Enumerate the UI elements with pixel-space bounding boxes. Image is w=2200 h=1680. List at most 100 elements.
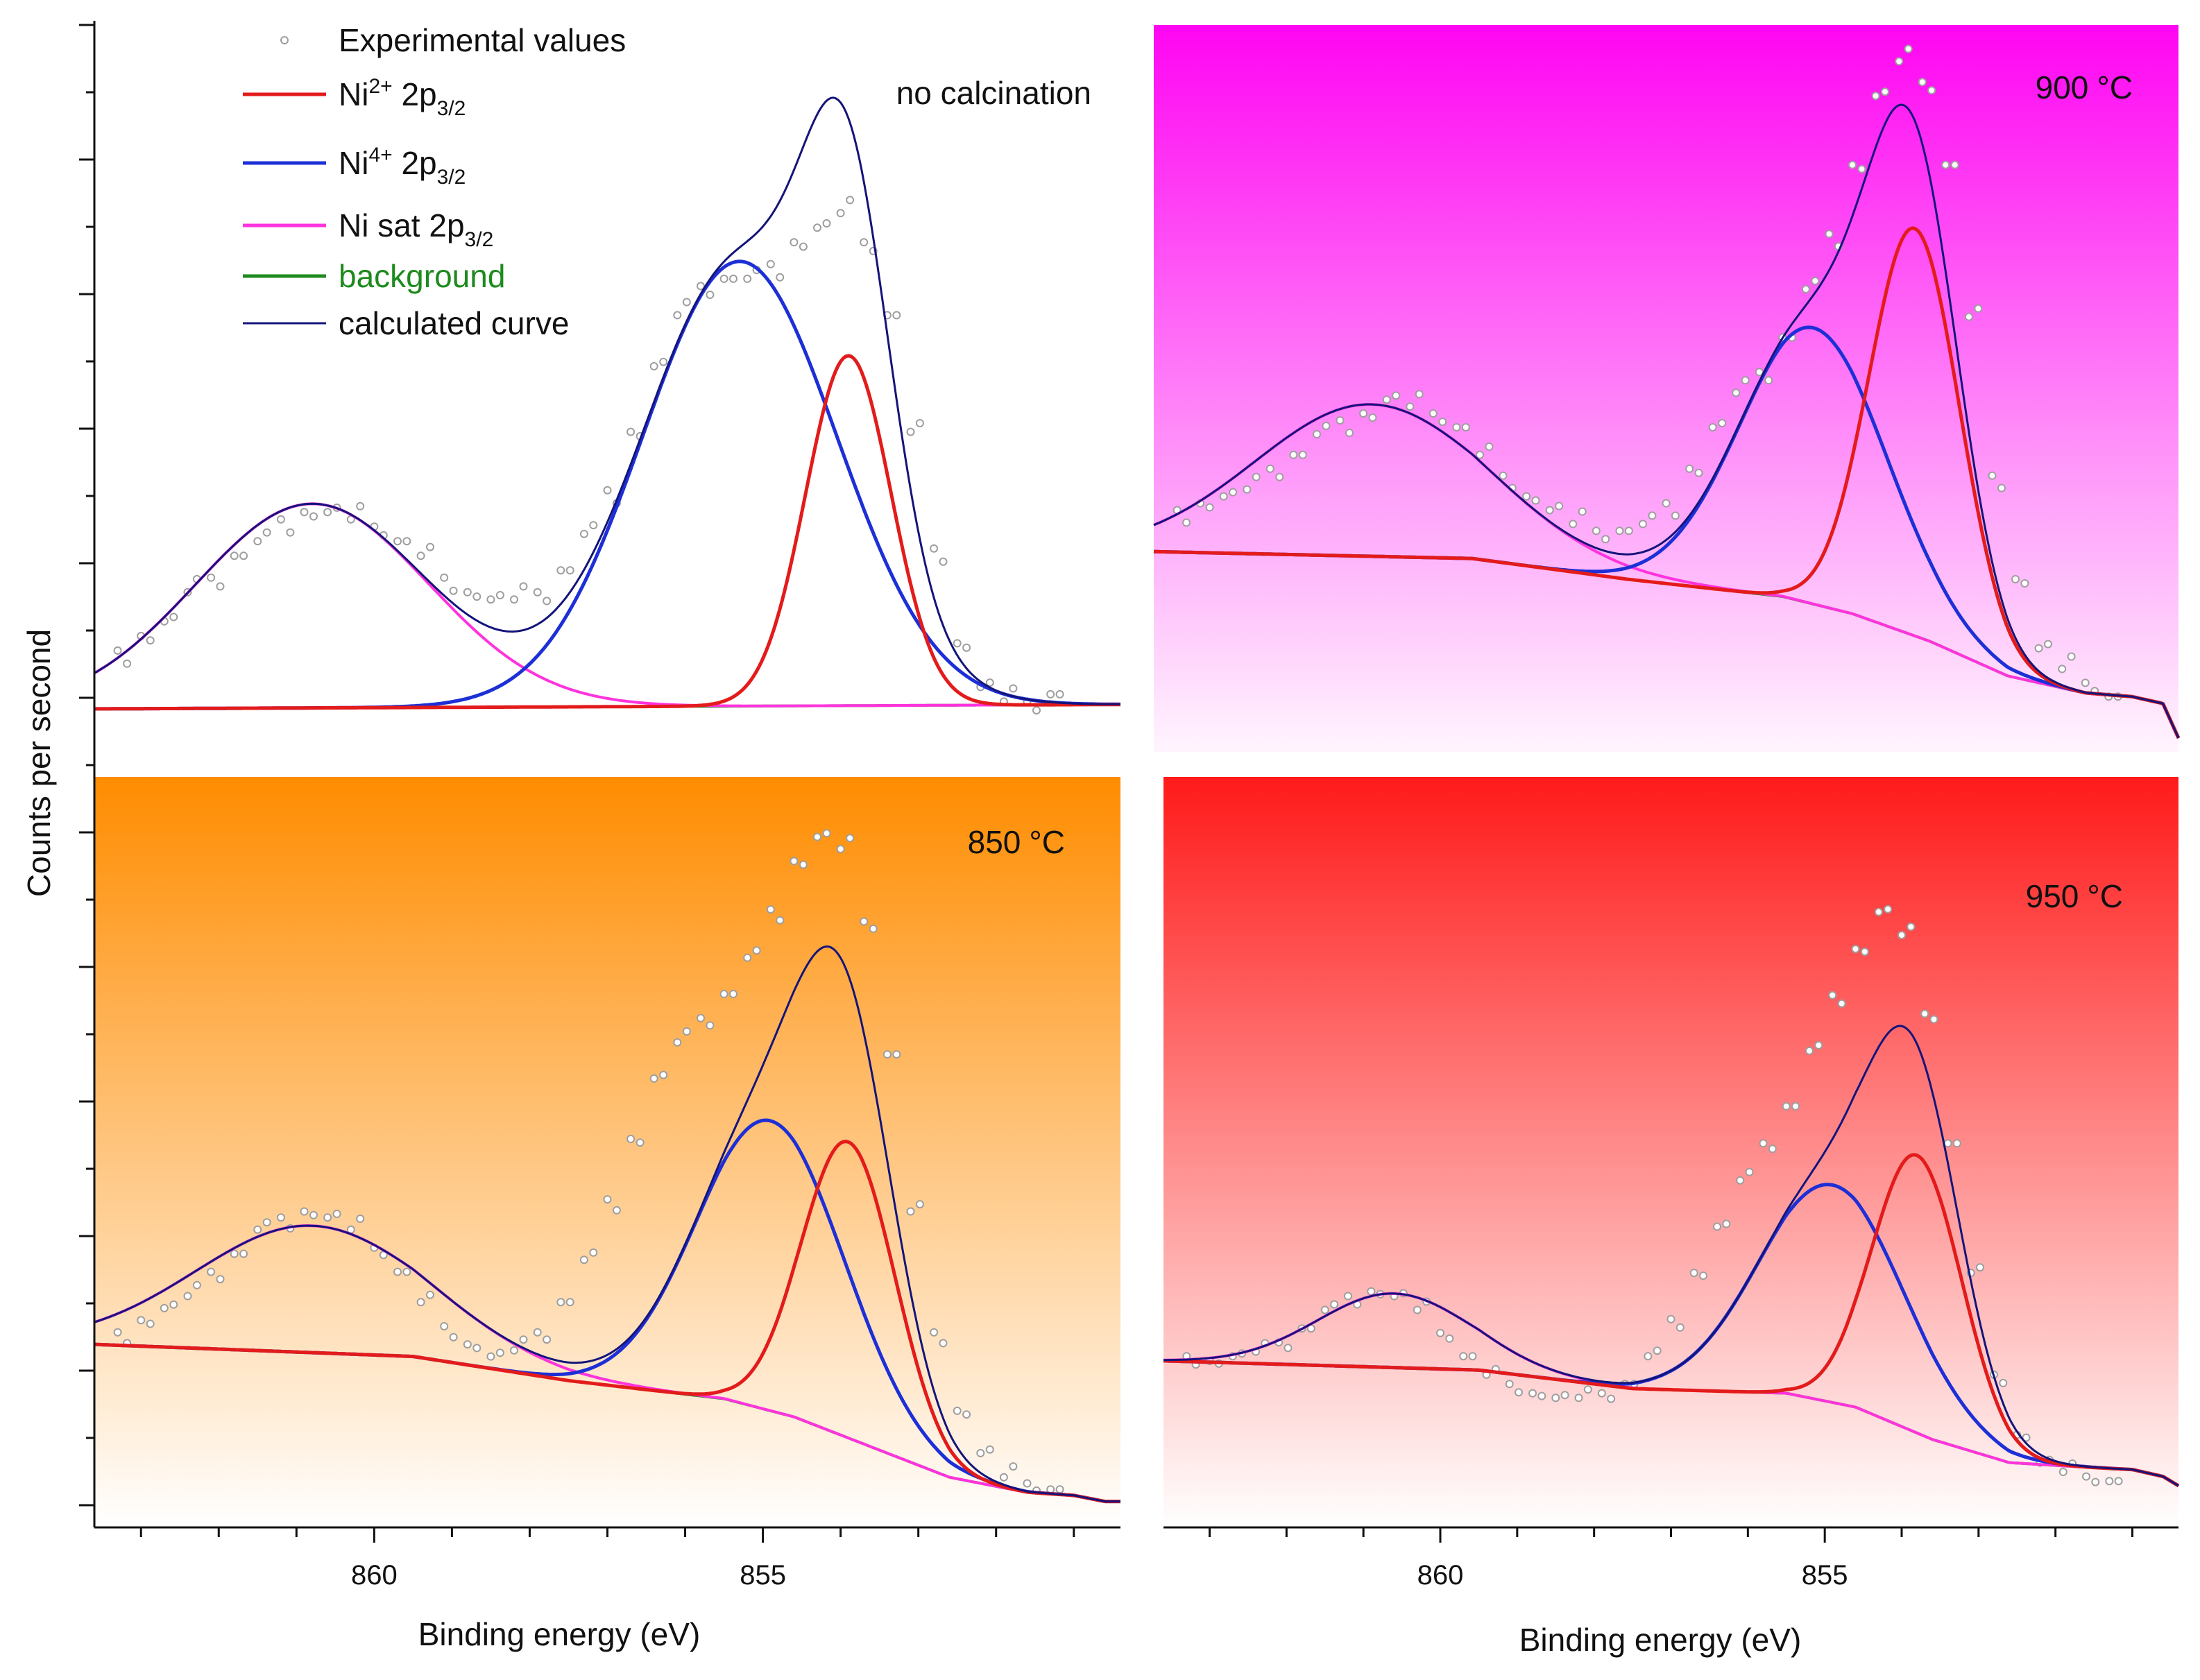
experimental-point bbox=[1782, 1102, 1791, 1111]
experimental-point bbox=[113, 646, 122, 655]
panel-3: 850 °C bbox=[94, 777, 1120, 1527]
experimental-point bbox=[719, 274, 728, 283]
experimental-point bbox=[939, 1339, 948, 1348]
legend-entry-bg: background bbox=[243, 258, 505, 294]
experimental-point bbox=[1745, 1167, 1754, 1176]
x-tick-label: 855 bbox=[740, 1560, 786, 1591]
experimental-point bbox=[906, 1207, 915, 1216]
experimental-point bbox=[1537, 1391, 1546, 1400]
experimental-point bbox=[276, 1213, 285, 1222]
experimental-point bbox=[1718, 419, 1727, 427]
experimental-point bbox=[915, 419, 924, 427]
experimental-point bbox=[2020, 579, 2029, 588]
experimental-point bbox=[1805, 1046, 1814, 1055]
experimental-point bbox=[962, 643, 971, 652]
experimental-point bbox=[1392, 391, 1401, 400]
x-tick-label: 860 bbox=[1417, 1560, 1464, 1591]
experimental-point bbox=[309, 512, 318, 521]
experimental-point bbox=[649, 362, 658, 370]
experimental-point bbox=[510, 595, 518, 604]
experimental-point bbox=[1814, 1040, 1823, 1049]
experimental-point bbox=[1644, 1352, 1653, 1361]
legend-label: Ni4+ 2p3/2 bbox=[339, 144, 466, 189]
experimental-point bbox=[579, 1255, 588, 1265]
experimental-point bbox=[659, 357, 668, 366]
experimental-point bbox=[2058, 1468, 2067, 1476]
experimental-point bbox=[1791, 1102, 1800, 1111]
legend-marker bbox=[280, 36, 289, 44]
experimental-point bbox=[882, 1050, 892, 1059]
x-axis-title-right: Binding energy (eV) bbox=[1519, 1622, 1802, 1658]
experimental-point bbox=[207, 573, 216, 582]
experimental-point bbox=[1367, 1287, 1376, 1296]
experimental-point bbox=[860, 238, 869, 247]
legend-label: Experimental values bbox=[339, 22, 626, 58]
experimental-point bbox=[1023, 1479, 1032, 1488]
experimental-point bbox=[565, 1298, 574, 1307]
experimental-point bbox=[1638, 520, 1647, 529]
experimental-point bbox=[589, 521, 598, 530]
series-ni2-line bbox=[1163, 1153, 2180, 1488]
experimental-point bbox=[682, 298, 691, 307]
experimental-point bbox=[1551, 1394, 1560, 1403]
experimental-point bbox=[1459, 1352, 1468, 1361]
experimental-point bbox=[1898, 931, 1906, 940]
experimental-point bbox=[1811, 277, 1820, 285]
panel-background bbox=[1163, 777, 2178, 1527]
experimental-point bbox=[1275, 472, 1284, 481]
experimental-point bbox=[649, 1074, 658, 1083]
experimental-point bbox=[1904, 44, 1913, 53]
experimental-point bbox=[729, 990, 737, 998]
x-tick-label: 860 bbox=[351, 1560, 398, 1591]
experimental-point bbox=[463, 1340, 472, 1349]
experimental-point bbox=[416, 1298, 425, 1307]
experimental-point bbox=[160, 1303, 169, 1312]
experimental-point bbox=[799, 860, 808, 869]
experimental-point bbox=[472, 1344, 481, 1353]
experimental-point bbox=[1653, 1346, 1662, 1355]
experimental-point bbox=[449, 1332, 458, 1342]
experimental-points bbox=[1182, 905, 2123, 1486]
experimental-point bbox=[892, 311, 901, 320]
experimental-point bbox=[2067, 652, 2076, 661]
experimental-point bbox=[1648, 511, 1657, 520]
legend-entry-sat: Ni sat 2p3/2 bbox=[243, 207, 493, 251]
experimental-point bbox=[1574, 1394, 1583, 1403]
experimental-point bbox=[1860, 948, 1869, 957]
experimental-point bbox=[332, 1210, 341, 1218]
experimental-point bbox=[1436, 1328, 1444, 1337]
legend-entry-calc: calculated curve bbox=[243, 305, 569, 341]
experimental-point bbox=[1950, 160, 1959, 169]
experimental-point bbox=[603, 486, 612, 495]
experimental-point bbox=[697, 282, 705, 291]
experimental-point bbox=[1825, 230, 1834, 239]
experimental-point bbox=[962, 1410, 971, 1419]
experimental-point bbox=[1895, 57, 1904, 66]
experimental-point bbox=[636, 1138, 645, 1147]
experimental-point bbox=[1694, 468, 1703, 477]
series-calc-line bbox=[94, 96, 1121, 705]
experimental-point bbox=[1205, 503, 1214, 512]
experimental-point bbox=[510, 1346, 518, 1355]
experimental-point bbox=[1468, 1352, 1477, 1361]
experimental-point bbox=[146, 1319, 155, 1328]
experimental-point bbox=[626, 427, 636, 436]
experimental-point bbox=[253, 1225, 262, 1234]
experimental-point bbox=[1941, 160, 1950, 169]
experimental-point bbox=[1857, 164, 1866, 173]
experimental-point bbox=[892, 1050, 901, 1059]
experimental-point bbox=[2034, 644, 2043, 653]
experimental-point bbox=[1999, 1378, 2008, 1387]
experimental-point bbox=[1974, 304, 1983, 313]
y-axis-title: Counts per second bbox=[21, 629, 57, 897]
panel-label: 850 °C bbox=[968, 824, 1065, 860]
experimental-point bbox=[1528, 1389, 1537, 1398]
x-tick-label: 855 bbox=[1802, 1560, 1848, 1591]
panel-4: 950 °C bbox=[1163, 777, 2180, 1527]
experimental-point bbox=[207, 1267, 216, 1276]
experimental-point bbox=[1265, 464, 1274, 473]
panel-background bbox=[1154, 25, 2178, 752]
experimental-point bbox=[869, 924, 878, 933]
panel-label-unit: °C bbox=[2097, 69, 2133, 105]
series-calc-line bbox=[1153, 103, 2180, 739]
